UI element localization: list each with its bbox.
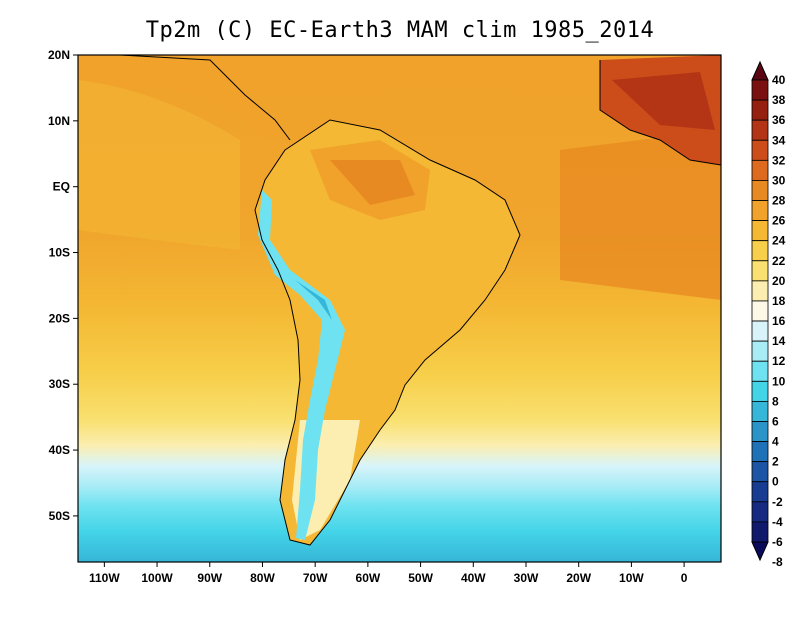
- lon-tick-label: 20W: [566, 571, 591, 585]
- coastlines: [119, 55, 721, 546]
- colorbar-swatch: [751, 300, 769, 322]
- lat-tick-label: 20S: [49, 311, 70, 325]
- latitude-axis: 20N 10N EQ 10S 20S 30S 40S 50S: [48, 48, 78, 523]
- colorbar-label: 12: [772, 354, 786, 368]
- lon-tick-label: 40W: [461, 571, 486, 585]
- colorbar-swatch: [751, 99, 769, 121]
- colorbar-label: 24: [772, 234, 786, 248]
- colorbar-label: 4: [772, 435, 779, 449]
- lat-tick-label: 30S: [49, 377, 70, 391]
- colorbar-label: 30: [772, 173, 786, 187]
- colorbar-bottom-arrow: [751, 541, 769, 562]
- central-america-field: [120, 55, 290, 140]
- colorbar-swatch: [751, 280, 769, 302]
- colorbar-swatch: [751, 139, 769, 161]
- lon-tick-label: 10W: [619, 571, 644, 585]
- colorbar-label: 6: [772, 414, 779, 428]
- lon-tick-label: 50W: [408, 571, 433, 585]
- plot-frame: [77, 54, 722, 563]
- colorbar-swatch: [751, 380, 769, 402]
- lat-tick-label: 40S: [49, 443, 70, 457]
- colorbar-label: 22: [772, 254, 786, 268]
- colorbar-swatch: [751, 340, 769, 362]
- colorbar-label: 28: [772, 194, 786, 208]
- lon-tick-label: 70W: [303, 571, 328, 585]
- altiplano-cold: [295, 280, 332, 320]
- colorbar-swatch: [751, 200, 769, 222]
- lat-tick-label: 10N: [48, 114, 70, 128]
- lon-tick-label: 80W: [250, 571, 275, 585]
- colorbar-swatch: [751, 260, 769, 282]
- colorbar-label: -2: [772, 495, 783, 509]
- colorbar-swatch: [751, 119, 769, 141]
- colorbar-label: 0: [772, 475, 779, 489]
- lat-tick-label: 20N: [48, 48, 70, 62]
- colorbar-swatch: [751, 441, 769, 463]
- colorbar-label: 32: [772, 153, 786, 167]
- colorbar-label: 14: [772, 334, 786, 348]
- colorbar: 4038363432302826242220181614121086420-2-…: [751, 60, 786, 569]
- colorbar-label: 38: [772, 93, 786, 107]
- colorbar-label: 10: [772, 374, 786, 388]
- colorbar-swatch: [751, 180, 769, 201]
- colorbar-swatch: [751, 220, 769, 242]
- colorbar-swatch: [751, 481, 769, 503]
- colorbar-swatch: [751, 421, 769, 442]
- colorbar-label: -6: [772, 535, 783, 549]
- colorbar-swatch: [751, 521, 769, 543]
- colorbar-label: 8: [772, 394, 779, 408]
- lon-tick-label: 30W: [514, 571, 539, 585]
- map-title: Tp2m (C) EC-Earth3 MAM clim 1985_2014: [145, 18, 655, 43]
- temperature-field: [78, 55, 721, 562]
- colorbar-swatch: [751, 240, 769, 262]
- lon-tick-label: 110W: [89, 571, 120, 585]
- colorbar-label: 40: [772, 73, 786, 87]
- colorbar-label: -4: [772, 515, 783, 529]
- colorbar-label: 34: [772, 133, 786, 147]
- colorbar-label: 2: [772, 455, 779, 469]
- colorbar-swatch: [751, 360, 769, 382]
- colorbar-swatch: [751, 400, 769, 422]
- colorbar-swatch: [751, 461, 769, 483]
- colorbar-label: 26: [772, 214, 786, 228]
- lat-tick-label: 50S: [49, 509, 70, 523]
- lat-tick-label: EQ: [53, 180, 70, 194]
- colorbar-label: 18: [772, 294, 786, 308]
- colorbar-swatch: [751, 159, 769, 181]
- colorbar-label: 16: [772, 314, 786, 328]
- lon-tick-label: 100W: [141, 571, 173, 585]
- colorbar-label: 36: [772, 113, 786, 127]
- longitude-axis: 110W 100W 90W 80W 70W 60W 50W 40W 30W 20W 10W 0: [89, 562, 688, 585]
- lon-tick-label: 60W: [356, 571, 381, 585]
- colorbar-top-arrow: [751, 60, 769, 81]
- colorbar-label: -8: [772, 555, 783, 569]
- lon-tick-label: 0: [681, 571, 688, 585]
- andes-cold: [258, 190, 345, 540]
- lat-tick-label: 10S: [49, 246, 70, 260]
- africa-hottest: [612, 72, 715, 130]
- lon-tick-label: 90W: [197, 571, 222, 585]
- colorbar-swatch: [751, 501, 769, 523]
- colorbar-label: 20: [772, 274, 786, 288]
- pacific-band: [78, 80, 240, 250]
- colorbar-swatch: [751, 320, 769, 342]
- warm-atlantic-band: [560, 130, 721, 300]
- colorbar-swatch: [751, 79, 769, 101]
- amazon-hot: [330, 160, 415, 205]
